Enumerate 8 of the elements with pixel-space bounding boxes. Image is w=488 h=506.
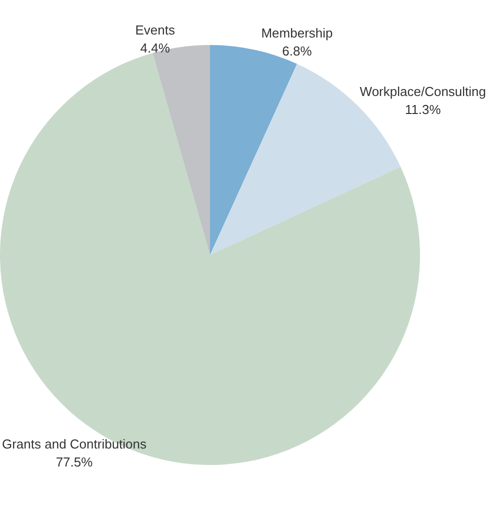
- slice-label: Grants and Contributions: [2, 436, 148, 452]
- data-label: 6.8%: [282, 43, 312, 58]
- data-label: 11.3%: [404, 102, 442, 117]
- data-label: 77.5%: [56, 454, 94, 470]
- slice-label: Events: [135, 22, 176, 38]
- data-label: 4.4%: [140, 40, 170, 56]
- slice-label: Membership: [261, 25, 333, 40]
- slice-label: Workplace/Consulting: [360, 84, 486, 99]
